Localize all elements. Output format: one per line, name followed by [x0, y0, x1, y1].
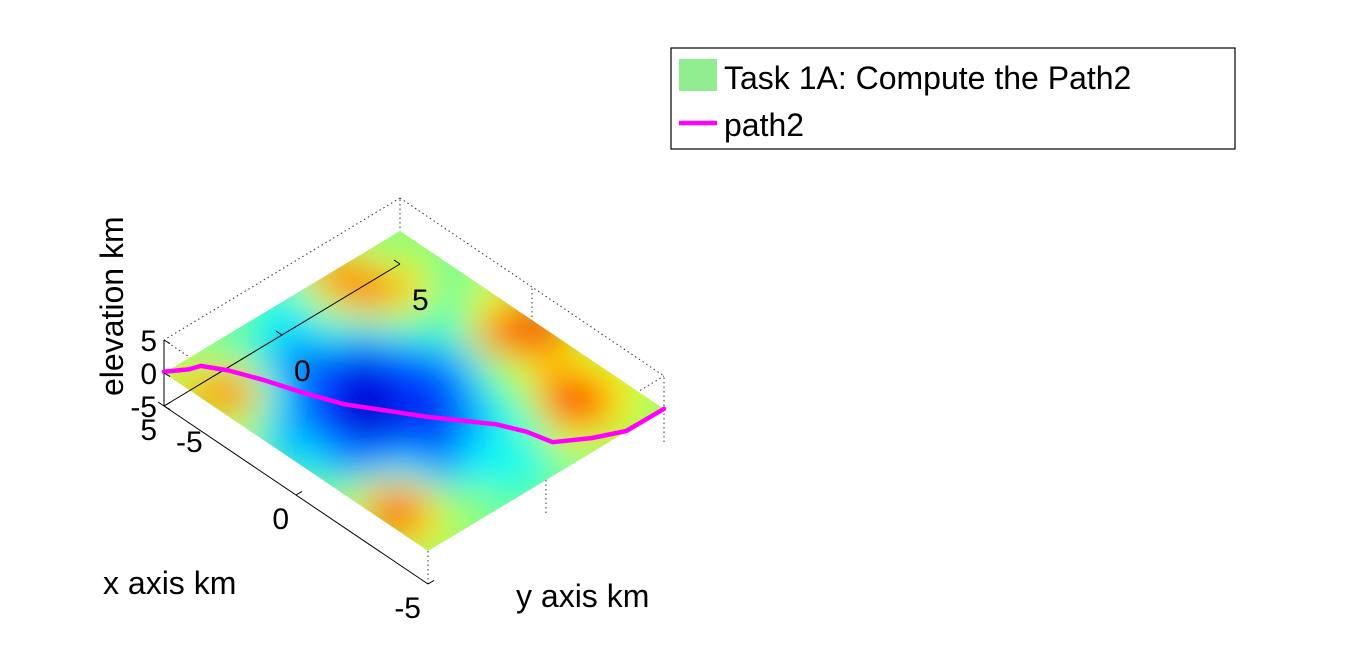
surface-shading [164, 231, 664, 551]
y-axis-ticks: -5 0 5 [157, 259, 429, 459]
legend-box [670, 47, 1236, 150]
x-axis-label: x axis km [103, 565, 236, 601]
x-tick-label: -5 [394, 592, 421, 625]
path2-line [161, 363, 667, 445]
x-axis-ticks: -5 0 5 [140, 401, 435, 625]
y-tick-label: 5 [412, 284, 429, 317]
x-tick-label: 0 [272, 503, 289, 536]
y-tick-label: 0 [294, 355, 311, 388]
z-axis-ticks: -505 [130, 325, 171, 424]
z-tick-label: 5 [140, 325, 157, 358]
plot-box: -505 -505 -505 [130, 197, 667, 625]
legend: Task 1A: Compute the Path2 path2 [670, 47, 1236, 150]
y-tick-label: -5 [176, 426, 203, 459]
legend-path2-label: path2 [724, 107, 804, 143]
legend-surface-label: Task 1A: Compute the Path2 [724, 60, 1131, 96]
z-axis-label: elevation km [94, 216, 130, 396]
z-tick-label: -5 [130, 391, 157, 424]
y-axis-label: y axis km [516, 578, 649, 614]
legend-surface-swatch [679, 59, 717, 91]
z-tick-label: 0 [140, 358, 157, 391]
x-tick-label: 5 [140, 414, 157, 447]
surface [164, 231, 664, 551]
